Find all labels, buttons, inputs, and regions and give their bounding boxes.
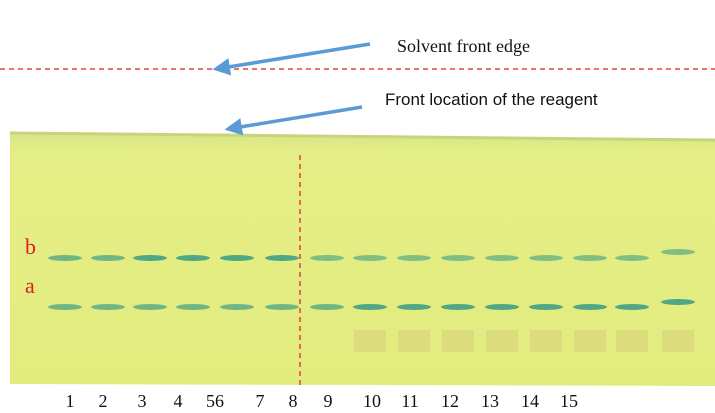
band-b: [529, 255, 563, 261]
spot: [530, 330, 562, 352]
lane-label: 14: [521, 391, 539, 411]
lane-label: 4: [174, 391, 183, 411]
band-b: [220, 255, 254, 261]
band-a: [353, 304, 387, 310]
lane-label: 9: [324, 391, 333, 411]
band-a: [397, 304, 431, 310]
arrow: [224, 105, 363, 136]
band-b: [48, 255, 82, 261]
lane-label: 3: [138, 391, 147, 411]
band-b: [265, 255, 299, 261]
band-a: [573, 304, 607, 310]
band-a: [48, 304, 82, 310]
arrow: [212, 42, 371, 76]
spot: [442, 330, 474, 352]
lane-label: 13: [481, 391, 499, 411]
band-b: [310, 255, 344, 261]
lane-label: 10: [363, 391, 381, 411]
band-b: [176, 255, 210, 261]
annotation: Front location of the reagent: [385, 90, 598, 109]
lane-label: 1: [66, 391, 75, 411]
band-b: [353, 255, 387, 261]
band-a: [310, 304, 344, 310]
spot: [398, 330, 430, 352]
band-a: [91, 304, 125, 310]
band-a: [220, 304, 254, 310]
band-b: [615, 255, 649, 261]
band-a: [176, 304, 210, 310]
band-b: [485, 255, 519, 261]
band-b: [133, 255, 167, 261]
band-b: [661, 249, 695, 255]
band-b: [573, 255, 607, 261]
lane-labels: 1 2 3 4 56 7 8 9 10 11 12 13 14 15: [66, 391, 579, 411]
lane-label: 12: [441, 391, 459, 411]
lane-label: 8: [289, 391, 298, 411]
spot: [574, 330, 606, 352]
band-a: [615, 304, 649, 310]
lane-label: 2: [99, 391, 108, 411]
lane-label: 56: [206, 391, 224, 411]
lane-label: 7: [256, 391, 265, 411]
annotation: Solvent front edge: [397, 36, 530, 56]
band-b: [441, 255, 475, 261]
spot: [486, 330, 518, 352]
lane-label: 15: [560, 391, 578, 411]
band-a: [529, 304, 563, 310]
spot: [354, 330, 386, 352]
plate-top-edge: [9, 131, 715, 142]
band-a: [265, 304, 299, 310]
lane-label: 11: [401, 391, 418, 411]
band-label: a: [25, 273, 35, 298]
bands: [48, 249, 695, 352]
band-a: [441, 304, 475, 310]
band-b: [91, 255, 125, 261]
band-a: [485, 304, 519, 310]
band-label: b: [25, 234, 36, 259]
band-a: [133, 304, 167, 310]
band-b: [397, 255, 431, 261]
band-a: [661, 299, 695, 305]
spot: [616, 330, 648, 352]
spot: [662, 330, 694, 352]
